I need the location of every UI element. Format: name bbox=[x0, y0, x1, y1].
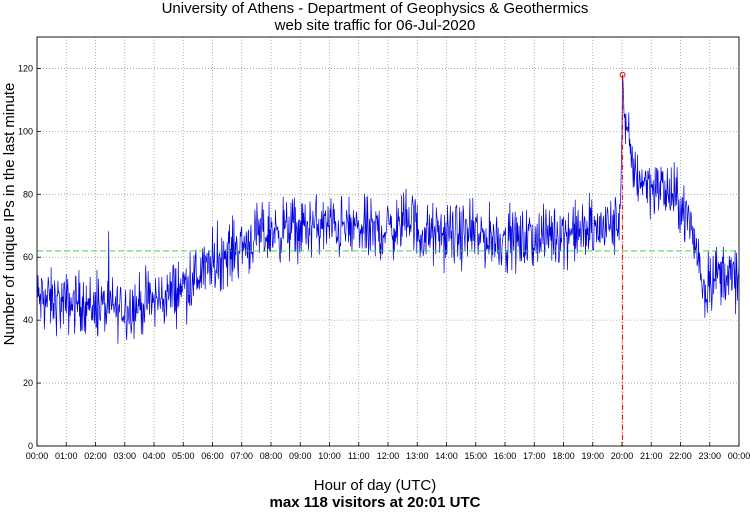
chart-subtitle: web site traffic for 06-Jul-2020 bbox=[274, 17, 476, 34]
max-marker-point bbox=[619, 71, 626, 78]
x-tick-label: 04:00 bbox=[143, 451, 166, 461]
x-tick-label: 13:00 bbox=[406, 451, 429, 461]
x-tick-label: 05:00 bbox=[172, 451, 195, 461]
x-tick-label: 16:00 bbox=[494, 451, 517, 461]
x-tick-label: 12:00 bbox=[377, 451, 400, 461]
y-tick-label: 120 bbox=[18, 63, 33, 73]
x-tick-label: 23:00 bbox=[698, 451, 721, 461]
y-tick-label: 100 bbox=[18, 126, 33, 136]
y-tick-label: 40 bbox=[23, 315, 33, 325]
plot-frame bbox=[36, 36, 740, 447]
x-tick-label: 21:00 bbox=[640, 451, 663, 461]
y-tick-label: 60 bbox=[23, 252, 33, 262]
x-tick-label: 06:00 bbox=[201, 451, 224, 461]
traffic-series-line bbox=[36, 74, 740, 344]
x-tick-label: 07:00 bbox=[230, 451, 253, 461]
x-tick-label: 11:00 bbox=[348, 451, 370, 461]
y-tick-label: 80 bbox=[23, 189, 33, 199]
x-tick-label: 00:00 bbox=[728, 451, 750, 461]
x-tick-label: 01:00 bbox=[55, 451, 78, 461]
x-tick-label: 22:00 bbox=[669, 451, 692, 461]
x-tick-label: 08:00 bbox=[260, 451, 283, 461]
x-tick-label: 17:00 bbox=[523, 451, 546, 461]
x-tick-label: 20:00 bbox=[611, 451, 634, 461]
x-tick-label: 15:00 bbox=[464, 451, 487, 461]
x-axis-label: Hour of day (UTC) bbox=[313, 477, 437, 494]
x-tick-label: 18:00 bbox=[552, 451, 575, 461]
chart-title: University of Athens - Department of Geo… bbox=[161, 0, 589, 17]
y-tick-label: 0 bbox=[28, 441, 33, 451]
y-tick-label: 20 bbox=[23, 378, 33, 388]
x-tick-label: 19:00 bbox=[581, 451, 604, 461]
max-visitors-caption: max 118 visitors at 20:01 UTC bbox=[269, 494, 481, 511]
x-tick-label: 14:00 bbox=[435, 451, 458, 461]
x-tick-label: 03:00 bbox=[113, 451, 136, 461]
x-tick-label: 02:00 bbox=[84, 451, 107, 461]
x-tick-label: 00:00 bbox=[26, 451, 49, 461]
x-tick-label: 10:00 bbox=[318, 451, 341, 461]
x-tick-label: 09:00 bbox=[289, 451, 312, 461]
